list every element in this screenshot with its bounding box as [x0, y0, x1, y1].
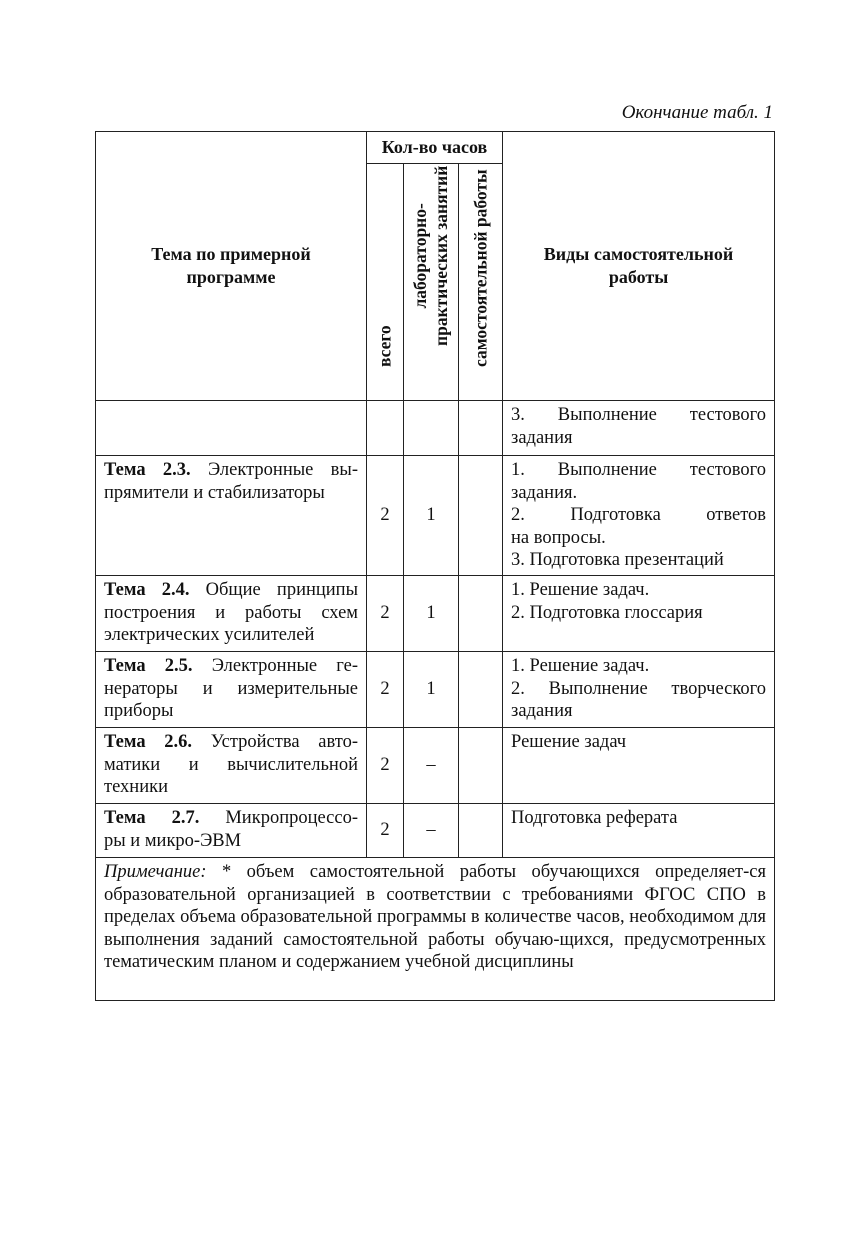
topic-text: Устройства авто-: [192, 732, 358, 752]
work-types-cell: 3. Выполнение тестового задания: [502, 400, 776, 456]
header-lab: лабораторно-практических занятий: [403, 163, 459, 401]
topic-cell: Тема 2.6. Устройства авто-матики и вычис…: [95, 727, 367, 804]
note-text: * объем самостоятельной работы обучающих…: [104, 862, 767, 972]
header-self: самостоятельной работы: [457, 163, 504, 401]
header-total: всего: [366, 163, 404, 401]
lab-hours-cell: –: [403, 803, 459, 858]
topic-text: Электронные ге-: [192, 656, 359, 676]
text-line: ры и микро-ЭВМ: [104, 830, 242, 851]
text-line: Тема 2.5. Электронные ге-: [104, 655, 358, 678]
hours-table: Тема по примерной программе Кол-во часов…: [94, 131, 776, 1001]
header-types: Виды самостоятельной работы: [502, 131, 776, 401]
text-line: 2. Выполнение творческого: [511, 678, 767, 699]
header-lab-text: лабораторно-практических занятий: [410, 166, 452, 346]
header-hours: Кол-во часов: [365, 131, 504, 164]
table-row: Тема 2.5. Электронные ге-нераторы и изме…: [95, 651, 776, 728]
text-line: Тема 2.7. Микропроцессо-: [104, 807, 358, 830]
table-note: Примечание: * объем самостоятельной рабо…: [94, 857, 776, 1001]
topic-title: Тема 2.4.: [104, 580, 190, 600]
total-hours-cell: 2: [366, 651, 404, 728]
note-label: Примечание:: [104, 862, 207, 882]
self-hours-cell: [457, 575, 504, 652]
total-hours-cell: 2: [366, 455, 404, 576]
text-line: 1. Выполнение тестового: [511, 460, 767, 480]
text-line: построения и работы схем: [104, 602, 358, 623]
work-types-cell: 1. Выполнение тестового задания. 2. Подгот…: [502, 455, 776, 576]
header-self-text: самостоятельной работы: [470, 169, 491, 367]
header-types-line: Виды самостоятельной: [543, 244, 734, 264]
table-row: Тема 2.6. Устройства авто-матики и вычис…: [95, 727, 776, 804]
total-hours-cell: 2: [366, 575, 404, 652]
work-types-cell: 1. Решение задач. 2. Подготовка глоссария: [502, 575, 776, 652]
text-line: нераторы и измерительные: [104, 678, 358, 699]
lab-hours-cell: [403, 400, 459, 456]
text-line: 1. Решение задач.: [511, 656, 650, 676]
text-line: 3. Подготовка презентаций: [511, 550, 724, 570]
table-row: Тема 2.7. Микропроцессо-ры и микро-ЭВМ 2–…: [95, 803, 776, 858]
lab-hours-cell: 1: [403, 575, 459, 652]
header-types-line: работы: [608, 267, 669, 287]
header-lab-line: практических занятий: [431, 165, 451, 346]
topic-cell: [95, 400, 367, 456]
text-line: Тема 2.6. Устройства авто-: [104, 731, 358, 754]
topic-text: Электронные вы-: [190, 460, 358, 480]
text-line: электрических усилителей: [104, 625, 315, 645]
header-lab-line: лабораторно-: [410, 203, 430, 309]
table-row: 3. Выполнение тестового задания: [95, 400, 776, 456]
total-hours-cell: 2: [366, 803, 404, 858]
text-line: прямители и стабилизаторы: [104, 482, 325, 503]
topic-title: Тема 2.5.: [104, 656, 193, 676]
text-line: задания: [511, 701, 573, 721]
topic-cell: Тема 2.3. Электронные вы-прямители и ста…: [95, 455, 367, 576]
table-caption: Окончание табл. 1: [621, 102, 773, 123]
total-hours-cell: [366, 400, 404, 456]
self-hours-cell: [457, 727, 504, 804]
lab-hours-cell: 1: [403, 455, 459, 576]
header-topic: Тема по примерной программе: [95, 131, 367, 401]
text-line: матики и вычислительной: [104, 754, 358, 775]
text-line: Подготовка реферата: [511, 808, 678, 828]
lab-hours-cell: 1: [403, 651, 459, 728]
text-line: задания.: [511, 482, 578, 503]
self-hours-cell: [457, 455, 504, 576]
text-line: на вопросы.: [511, 527, 606, 548]
table-row: Тема 2.4. Общие принципы построения и раб…: [95, 575, 776, 652]
text-line: 2. Подготовка ответов: [511, 505, 767, 525]
text-line: Тема 2.3. Электронные вы-: [104, 459, 358, 482]
topic-cell: Тема 2.4. Общие принципы построения и раб…: [95, 575, 367, 652]
topic-title: Тема 2.3.: [104, 460, 191, 480]
topic-title: Тема 2.6.: [104, 732, 193, 752]
self-hours-cell: [457, 400, 504, 456]
text-line: 1. Решение задач.: [511, 580, 650, 600]
topic-text: Общие принципы: [189, 580, 358, 600]
text-line: задания: [511, 427, 573, 448]
total-hours-cell: 2: [366, 727, 404, 804]
text-line: Решение задач: [511, 732, 627, 752]
topic-cell: Тема 2.5. Электронные ге-нераторы и изме…: [95, 651, 367, 728]
topic-title: Тема 2.7.: [104, 808, 200, 828]
header-total-text: всего: [374, 325, 395, 367]
text-line: 3. Выполнение тестового: [511, 405, 767, 425]
text-line: приборы: [104, 701, 174, 721]
header-topic-line: программе: [186, 267, 276, 287]
text-line: техники: [104, 777, 168, 797]
text-line: Тема 2.4. Общие принципы: [104, 579, 358, 602]
lab-hours-cell: –: [403, 727, 459, 804]
work-types-cell: Решение задач: [502, 727, 776, 804]
topic-cell: Тема 2.7. Микропроцессо-ры и микро-ЭВМ: [95, 803, 367, 858]
work-types-cell: Подготовка реферата: [502, 803, 776, 858]
self-hours-cell: [457, 651, 504, 728]
self-hours-cell: [457, 803, 504, 858]
header-topic-line: Тема по примерной: [151, 244, 311, 264]
work-types-cell: 1. Решение задач. 2. Выполнение творческо…: [502, 651, 776, 728]
topic-text: Микропроцессо-: [199, 808, 358, 828]
table-row: Тема 2.3. Электронные вы-прямители и ста…: [95, 455, 776, 576]
text-line: 2. Подготовка глоссария: [511, 602, 703, 623]
